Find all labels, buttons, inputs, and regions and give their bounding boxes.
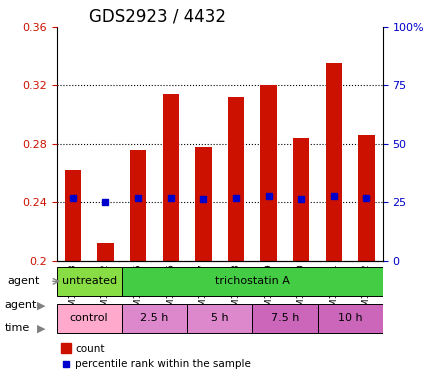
- Legend: count, percentile rank within the sample: count, percentile rank within the sample: [62, 344, 250, 369]
- Text: GDS2923 / 4432: GDS2923 / 4432: [89, 7, 226, 25]
- Text: 10 h: 10 h: [337, 313, 362, 323]
- Text: ▶: ▶: [37, 300, 46, 310]
- Bar: [162, 94, 178, 261]
- Text: agent: agent: [8, 276, 40, 286]
- Text: control: control: [70, 313, 108, 323]
- FancyBboxPatch shape: [122, 266, 382, 296]
- Bar: [325, 63, 341, 261]
- FancyBboxPatch shape: [122, 304, 187, 333]
- Bar: [130, 150, 146, 261]
- Text: untreated: untreated: [62, 276, 116, 286]
- Bar: [260, 85, 276, 261]
- Bar: [293, 138, 309, 261]
- FancyBboxPatch shape: [317, 304, 382, 333]
- Bar: [195, 147, 211, 261]
- Bar: [97, 243, 113, 261]
- Text: trichostatin A: trichostatin A: [214, 276, 289, 286]
- Bar: [358, 135, 374, 261]
- Text: 2.5 h: 2.5 h: [140, 313, 168, 323]
- Text: ▶: ▶: [37, 323, 46, 333]
- Bar: [65, 170, 81, 261]
- Text: 7.5 h: 7.5 h: [270, 313, 299, 323]
- Bar: [227, 97, 243, 261]
- FancyBboxPatch shape: [56, 304, 122, 333]
- Text: agent: agent: [4, 300, 36, 310]
- FancyBboxPatch shape: [56, 266, 122, 296]
- FancyBboxPatch shape: [187, 304, 252, 333]
- FancyBboxPatch shape: [252, 304, 317, 333]
- Text: 5 h: 5 h: [210, 313, 228, 323]
- Text: time: time: [4, 323, 30, 333]
